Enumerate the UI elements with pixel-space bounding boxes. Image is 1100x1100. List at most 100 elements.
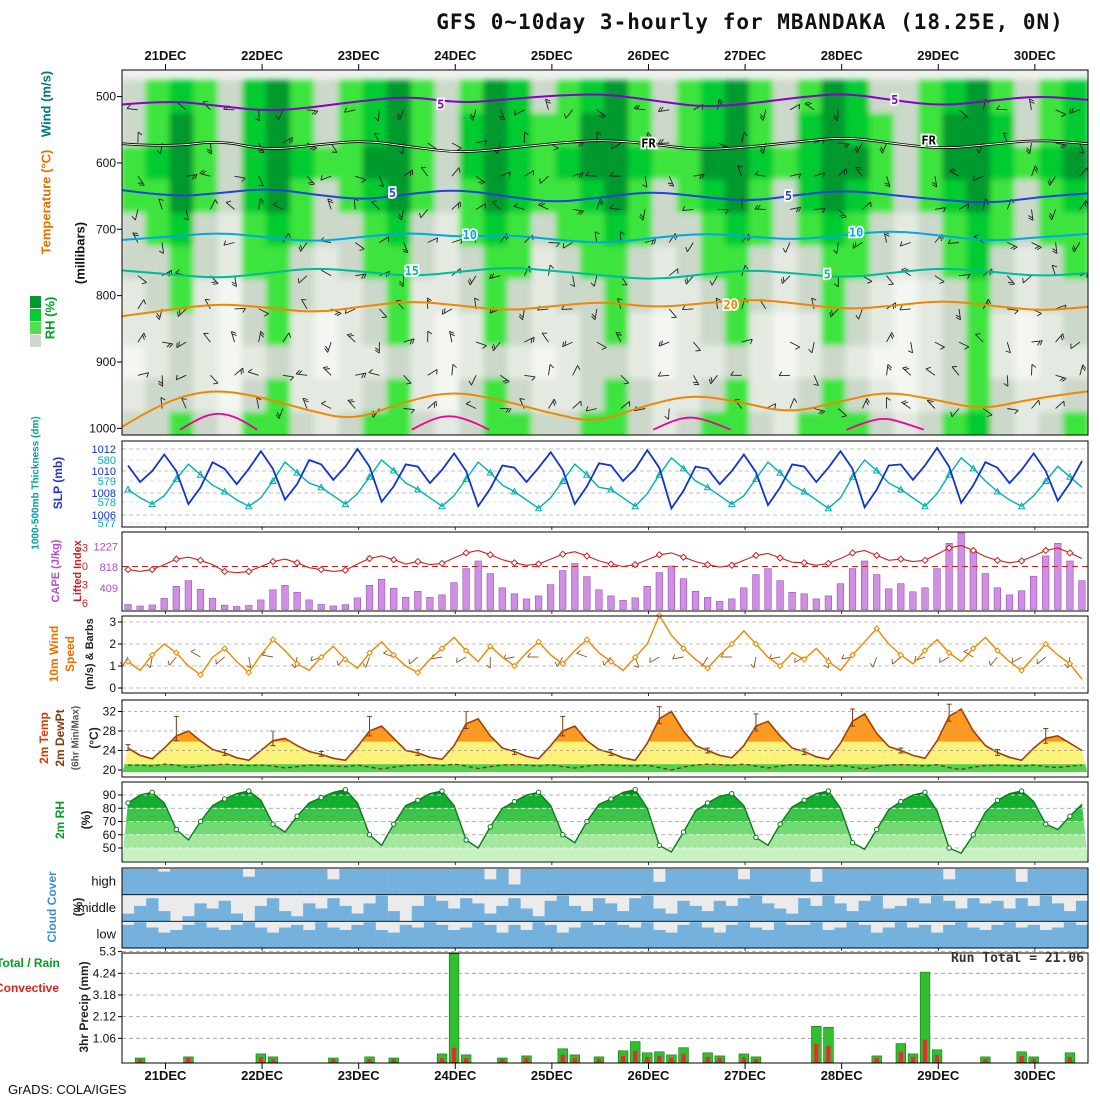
isotach-15-label: 15 bbox=[405, 264, 419, 278]
cloud-bar bbox=[411, 869, 425, 895]
cloud-bar bbox=[520, 869, 533, 895]
isotach-5-mid-label: 5 bbox=[389, 186, 396, 200]
cape-bar bbox=[124, 604, 132, 610]
precip-convective-bar bbox=[1019, 1055, 1024, 1063]
cloud-bar bbox=[134, 905, 147, 922]
cape-bar bbox=[559, 570, 567, 610]
lifted-index-marker bbox=[172, 555, 181, 563]
cloud-bar bbox=[315, 922, 328, 948]
cloud-bar bbox=[605, 869, 618, 895]
rh2m-axis-label-1: 2m RH bbox=[53, 800, 67, 840]
cloud-bar bbox=[327, 898, 340, 922]
rh2m-marker bbox=[270, 821, 276, 827]
lifted-index-marker bbox=[559, 550, 567, 558]
cloud-bar bbox=[556, 895, 569, 922]
cloud-bar bbox=[870, 869, 883, 895]
cloud-bar bbox=[423, 895, 437, 922]
cloud-bar bbox=[858, 869, 871, 895]
cloud-bar bbox=[592, 869, 606, 895]
cape-bar bbox=[716, 601, 724, 610]
cloud-bar bbox=[146, 869, 159, 895]
cloud-bar bbox=[906, 869, 920, 895]
temp-tick-label: 32 bbox=[103, 705, 117, 719]
date-label-top: 23DEC bbox=[338, 48, 381, 63]
cape-bar bbox=[752, 574, 760, 610]
thickness-marker bbox=[293, 468, 301, 476]
upper-air-contours: 5 5 FR FR 5 5 10 10 15 5 20 bbox=[122, 91, 1088, 431]
cloud-bar bbox=[834, 927, 847, 948]
rh-legend-swatch bbox=[30, 309, 41, 321]
cloud-bar bbox=[460, 927, 473, 948]
wind10m-marker bbox=[656, 612, 663, 619]
cloud-bar bbox=[713, 869, 726, 895]
temp-tick-label: 20 bbox=[103, 763, 117, 777]
isotach-5-mid bbox=[122, 188, 1088, 204]
rh2m-marker bbox=[149, 789, 155, 796]
lifted-index-marker bbox=[897, 555, 905, 563]
cape-bar bbox=[607, 595, 615, 610]
cloud-bar bbox=[387, 911, 400, 922]
temp2m-axis-label-2: 2m DewPt bbox=[53, 709, 67, 767]
cape-bar bbox=[257, 599, 265, 610]
cloud-bar bbox=[774, 869, 787, 895]
cloud-bar bbox=[484, 924, 497, 948]
wind10m-marker bbox=[849, 651, 856, 659]
wind10m-marker bbox=[752, 640, 760, 648]
cloud-bar bbox=[351, 869, 364, 895]
cape-bar bbox=[402, 597, 410, 610]
cloud-bar bbox=[170, 869, 183, 895]
cape-bar bbox=[233, 606, 241, 610]
cloud-bar bbox=[677, 924, 690, 948]
cape-bar bbox=[1017, 590, 1026, 610]
cloud-bar bbox=[520, 930, 533, 948]
precip-convective-bar bbox=[560, 1054, 565, 1063]
wind10m-marker bbox=[173, 649, 180, 657]
cloud-bar bbox=[822, 930, 835, 948]
cloud-bar bbox=[206, 908, 219, 922]
pressure-tick-label: 500 bbox=[96, 90, 116, 104]
wind10m-marker bbox=[486, 642, 494, 650]
wind10m-marker bbox=[221, 645, 228, 652]
cloud-bar bbox=[749, 869, 763, 895]
cape-bar bbox=[981, 573, 989, 610]
precip-convective-bar bbox=[1031, 1059, 1036, 1063]
cape-bar bbox=[860, 560, 869, 610]
rh2m-marker bbox=[753, 834, 759, 841]
isotach-5-upper-label: 5 bbox=[437, 98, 444, 112]
cape-bar bbox=[293, 591, 301, 610]
freezing-level-label: FR bbox=[641, 137, 656, 151]
cloud-bar bbox=[339, 930, 352, 948]
cape-tick-label: 1227 bbox=[94, 542, 118, 554]
precip-panel-border bbox=[121, 952, 1089, 1064]
temp-25-arc1 bbox=[179, 412, 258, 431]
lifted-index-marker bbox=[800, 559, 808, 567]
wind10m-marker bbox=[245, 669, 253, 676]
precip-tick-label: 4.24 bbox=[93, 966, 117, 980]
rh2m-marker bbox=[487, 824, 493, 830]
lifted-index-marker bbox=[776, 554, 784, 562]
lifted-index-marker bbox=[389, 556, 398, 564]
precip-convective-bar bbox=[717, 1058, 722, 1063]
rh2m-marker bbox=[318, 794, 324, 801]
rh2m-marker bbox=[898, 798, 904, 805]
temp-tick-label: 24 bbox=[103, 744, 117, 758]
cloud-bar bbox=[230, 924, 243, 948]
lifted-index-marker bbox=[510, 559, 519, 567]
cape-bar bbox=[269, 589, 277, 610]
rh2m-marker bbox=[632, 787, 638, 793]
cloud-bar bbox=[1003, 869, 1016, 895]
rh-legend-swatch bbox=[30, 335, 41, 347]
date-label-bottom: 26DEC bbox=[628, 1068, 671, 1083]
cloud-bar bbox=[1051, 869, 1065, 895]
cloud-bar bbox=[677, 869, 690, 895]
upper-air-panel: 5 5 FR FR 5 5 10 10 15 5 20 bbox=[122, 80, 1088, 435]
isotach-5-mid-label: 5 bbox=[785, 189, 792, 203]
cloud-bar bbox=[423, 869, 437, 895]
precip-convective-bar bbox=[741, 1056, 746, 1063]
precip-convective-bar bbox=[620, 1055, 626, 1063]
cloud-bar bbox=[605, 903, 618, 922]
date-label-bottom: 23DEC bbox=[338, 1068, 381, 1083]
cloud-bar bbox=[556, 869, 569, 895]
cape-bar bbox=[414, 590, 422, 610]
lifted-index-marker bbox=[655, 551, 664, 559]
